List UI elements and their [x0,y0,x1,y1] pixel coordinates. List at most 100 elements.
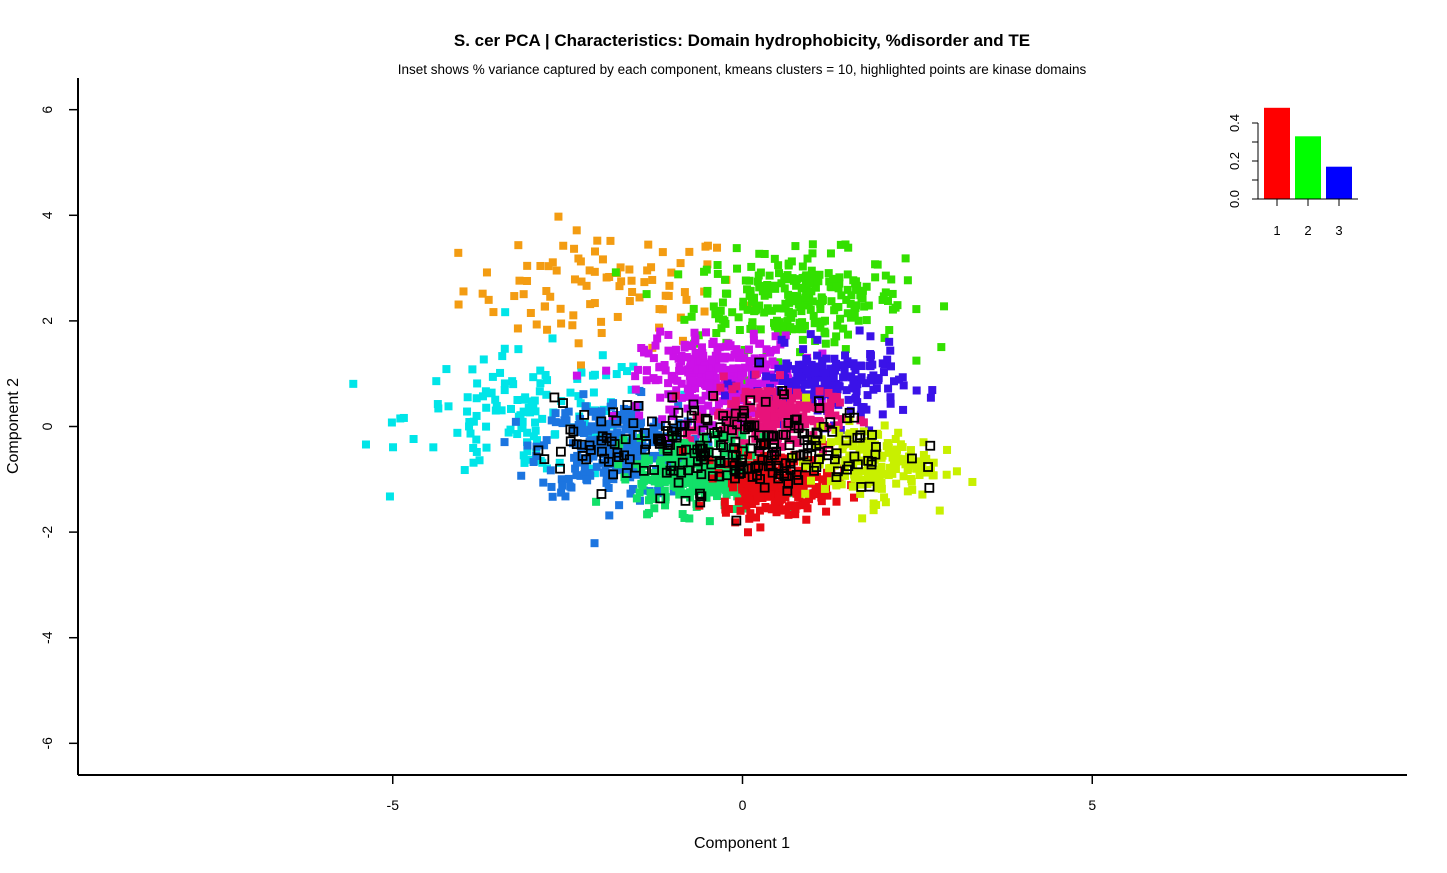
cluster-1-point [635,293,644,302]
kinase-domain-point [719,457,730,468]
kinase-domain-point [676,467,687,478]
cluster-6-point [899,381,908,390]
cluster-3-point [500,379,509,388]
y-tick-label: -2 [39,526,55,539]
cluster-3-point [387,418,396,427]
cluster-8-point [646,488,655,497]
kinase-domain-point [843,461,854,472]
cluster-4-point [628,449,637,458]
cluster-10-point [907,474,916,483]
cluster-3-point [453,428,462,437]
cluster-5-point [640,348,649,357]
cluster-9-point [781,493,790,502]
cluster-5-point [693,419,702,428]
cluster-5-point [655,362,664,371]
cluster-4-point [629,407,638,416]
cluster-6-point [835,382,844,391]
kinase-domain-point [745,395,756,406]
cluster-5-point [688,341,697,350]
cluster-9-point [784,510,793,519]
cluster-2-point [864,301,873,310]
cluster-7-point [692,412,701,421]
cluster-2-point [827,297,836,306]
cluster-4-point [517,471,526,480]
cluster-4-point [623,457,632,466]
cluster-2-point [739,302,748,311]
kinase-domain-point [924,482,935,493]
inset-y-tick-label: 0.2 [1227,152,1242,170]
cluster-8-point [661,495,670,504]
cluster-10-point [835,431,844,440]
cluster-3-point [531,426,540,435]
cluster-3-point [465,418,474,427]
cluster-9-point [720,497,729,506]
cluster-5-point [664,346,673,355]
cluster-3-point [492,401,501,410]
cluster-4-point [566,482,575,491]
cluster-7-point [740,394,749,403]
cluster-4-point [602,478,611,487]
cluster-2-point [772,304,781,313]
cluster-4-point [609,399,618,408]
kinase-domain-point [677,457,688,468]
cluster-3-point [531,418,540,427]
kinase-domain-point [649,465,659,475]
cluster-2-point [781,299,790,308]
cluster-6-point [777,335,786,344]
cluster-6-point [852,387,861,396]
cluster-6-point [778,377,787,386]
kinase-domain-point [576,439,587,450]
cluster-3-point [627,385,636,394]
cluster-2-point [802,271,811,280]
cluster-2-point [755,249,764,258]
cluster-9-point [795,492,804,501]
cluster-10-point [817,435,826,444]
cluster-5-point [656,393,665,402]
cluster-1-point [541,302,550,311]
cluster-2-point [755,301,764,310]
cluster-9-point [808,456,817,465]
cluster-5-point [781,331,790,340]
cluster-5-point [635,411,644,420]
cluster-2-point [832,282,841,291]
cluster-10-point [899,472,908,481]
cluster-1-point [570,275,579,284]
cluster-10-point [880,493,889,502]
cluster-4-point [674,419,683,428]
cluster-5-point [718,354,727,363]
cluster-5-point [776,340,785,349]
cluster-3-point [536,379,545,388]
cluster-7-point [732,382,741,391]
plot-points [349,212,977,548]
cluster-2-point [807,266,816,275]
cluster-7-point [726,410,735,419]
cluster-7-point [809,417,818,426]
cluster-5-point [737,371,746,380]
cluster-9-point [742,473,751,482]
cluster-2-point [885,326,894,335]
cluster-2-point [849,276,858,285]
kinase-domain-point [558,398,568,408]
kinase-domain-point [867,429,877,440]
cluster-9-point [818,475,827,484]
cluster-9-point [740,487,749,496]
kinase-domain-point [673,407,684,418]
cluster-2-point [833,321,842,330]
cluster-8-point [641,453,650,462]
cluster-3-point [361,440,370,449]
cluster-2-point [803,254,812,263]
kinase-domain-point [767,467,778,478]
cluster-3-point [589,388,598,397]
cluster-5-point [697,343,706,352]
cluster-6-point [791,365,800,374]
cluster-7-point [770,412,779,421]
cluster-4-point [547,416,556,425]
kinase-domain-point [907,453,917,464]
cluster-1-point [542,287,551,296]
kinase-domain-point [585,445,596,455]
cluster-10-point [856,489,865,498]
cluster-10-point [865,444,874,453]
cluster-2-point [862,316,871,325]
cluster-5-point [719,397,728,406]
cluster-1-point [597,317,606,326]
